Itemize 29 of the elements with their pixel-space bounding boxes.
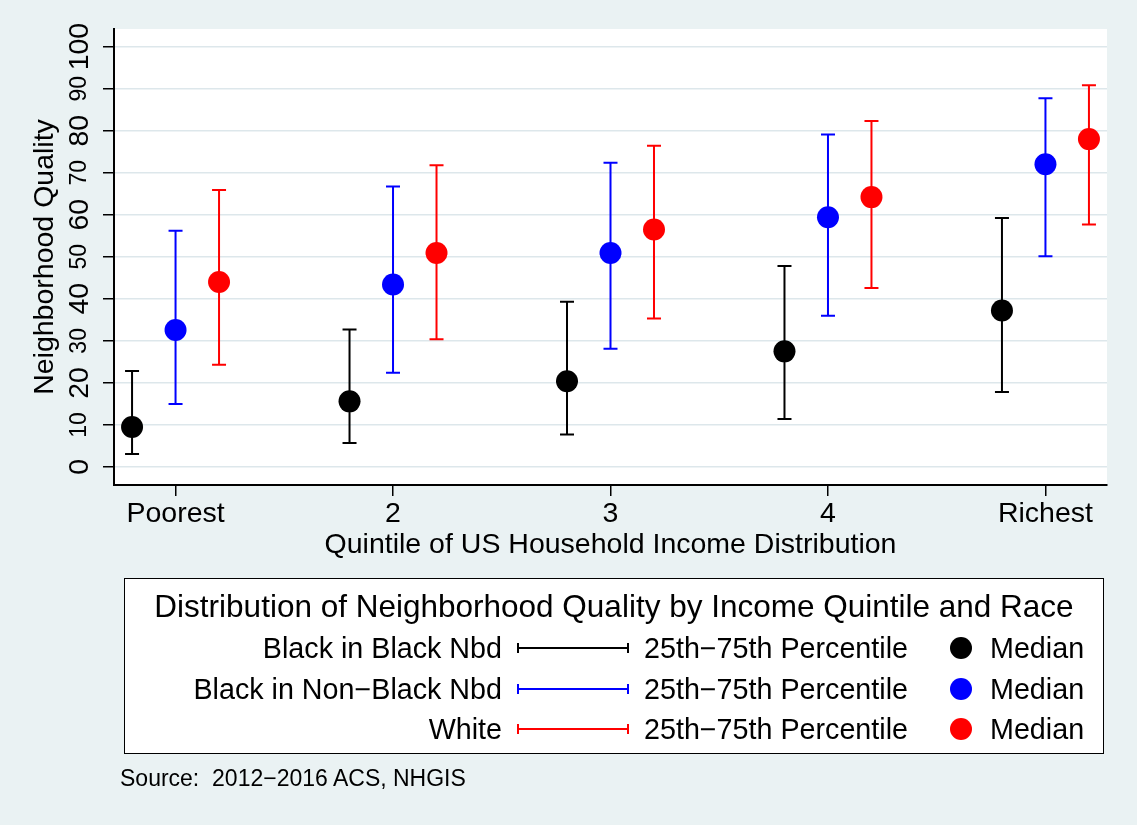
text: Median: [990, 631, 1085, 665]
y-axis-title: Neighborhood Quality: [27, 118, 60, 395]
text: 25th−75th Percentile: [644, 631, 908, 665]
text: Median: [990, 672, 1085, 705]
y-tick-label: 50: [65, 243, 92, 270]
y-tick-label: 20: [61, 367, 94, 399]
text: 25th−75th Percentile: [644, 713, 908, 745]
x-axis-title: Quintile of US Household Income Distribution: [324, 526, 897, 559]
y-tick-label: 10: [65, 412, 92, 438]
source-note: Source: 2012−2016 ACS, NHGIS: [120, 764, 466, 792]
x-tick-label: 3: [602, 495, 619, 528]
y-tick-label: 60: [61, 198, 94, 231]
y-tick-label: 90: [65, 75, 92, 102]
y-tick-label: 100: [61, 22, 94, 71]
legend-label: Black in Non−Black Nbd: [192, 671, 502, 706]
y-tick-label: 30: [65, 328, 92, 354]
x-tick-label: 2: [385, 495, 401, 528]
y-tick-label: 70: [65, 159, 92, 186]
legend-label: Black in Black Nbd: [261, 631, 502, 665]
y-tick-label: 0: [61, 459, 94, 475]
text: 25th−75th Percentile: [644, 672, 908, 705]
text: Median: [990, 713, 1085, 745]
x-tick-label: Poorest: [126, 495, 225, 528]
legend-title: Distribution of Neighborhood Quality by Income Quintile and Race: [153, 588, 1075, 624]
x-tick-label: Richest: [997, 495, 1094, 528]
y-tick-label: 80: [61, 114, 94, 147]
y-tick-label: 40: [61, 283, 94, 315]
x-tick-label: 4: [820, 495, 837, 528]
legend-label: White: [427, 712, 502, 746]
